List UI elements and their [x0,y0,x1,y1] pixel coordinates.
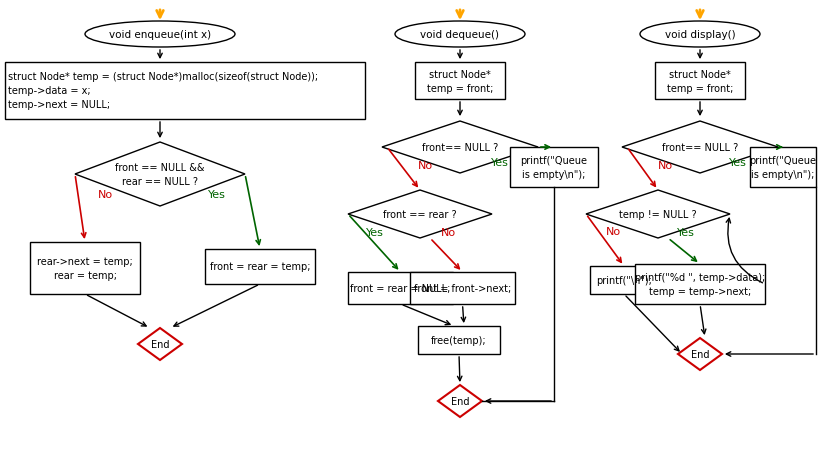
Ellipse shape [85,22,235,48]
FancyBboxPatch shape [510,148,598,188]
Text: front== NULL ?: front== NULL ? [662,143,738,153]
FancyBboxPatch shape [415,63,505,100]
Text: front == rear ?: front == rear ? [383,210,456,219]
Text: void enqueue(int x): void enqueue(int x) [109,30,211,40]
FancyBboxPatch shape [348,272,453,304]
Text: No: No [440,228,456,237]
Text: temp != NULL ?: temp != NULL ? [619,210,697,219]
Text: struct Node*
temp = front;: struct Node* temp = front; [667,69,733,93]
FancyBboxPatch shape [410,272,515,304]
Polygon shape [75,143,245,207]
Text: Yes: Yes [208,190,226,200]
Text: void dequeue(): void dequeue() [420,30,499,40]
Ellipse shape [395,22,525,48]
Text: front = rear = temp;: front = rear = temp; [209,262,310,272]
Polygon shape [678,338,722,370]
FancyBboxPatch shape [655,63,745,100]
Text: No: No [605,226,621,236]
Text: End: End [690,349,709,359]
Text: Yes: Yes [677,228,695,237]
Polygon shape [382,122,538,174]
Polygon shape [348,190,492,239]
Text: struct Node*
temp = front;: struct Node* temp = front; [427,69,493,93]
Text: No: No [417,161,433,171]
Text: front = front->next;: front = front->next; [414,283,511,293]
Text: printf("%d ", temp->data);
temp = temp->next;: printf("%d ", temp->data); temp = temp->… [635,272,765,297]
Text: Yes: Yes [491,157,509,168]
Text: Yes: Yes [729,157,747,168]
Text: printf("\n");: printf("\n"); [596,275,652,285]
Text: printf("Queue
is empty\n");: printf("Queue is empty\n"); [521,156,588,179]
Text: No: No [658,161,672,171]
Polygon shape [438,385,482,417]
FancyBboxPatch shape [30,242,140,294]
Polygon shape [586,190,730,239]
FancyBboxPatch shape [750,148,816,188]
Text: void display(): void display() [665,30,736,40]
Polygon shape [138,328,182,360]
Text: printf("Queue
is empty\n");: printf("Queue is empty\n"); [750,156,817,179]
Text: front== NULL ?: front== NULL ? [422,143,498,153]
Text: End: End [451,396,470,406]
Polygon shape [622,122,778,174]
Text: front = rear = NULL;: front = rear = NULL; [351,283,451,293]
Text: front == NULL &&
rear == NULL ?: front == NULL && rear == NULL ? [115,163,204,186]
Text: No: No [98,190,112,200]
Ellipse shape [640,22,760,48]
Text: struct Node* temp = (struct Node*)malloc(sizeof(struct Node));
temp->data = x;
t: struct Node* temp = (struct Node*)malloc… [8,73,318,110]
Text: End: End [151,339,169,349]
Text: free(temp);: free(temp); [431,335,487,345]
Text: rear->next = temp;
rear = temp;: rear->next = temp; rear = temp; [37,257,133,280]
FancyBboxPatch shape [5,63,365,120]
FancyBboxPatch shape [590,266,658,294]
FancyBboxPatch shape [635,264,765,304]
FancyBboxPatch shape [418,326,500,354]
FancyBboxPatch shape [205,249,315,285]
Text: Yes: Yes [366,228,384,237]
